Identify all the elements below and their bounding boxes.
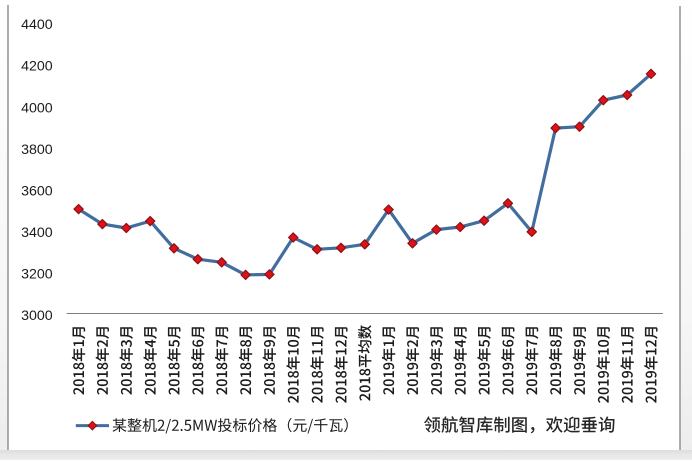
svg-text:3800: 3800 (21, 142, 53, 158)
svg-text:4200: 4200 (21, 59, 53, 75)
svg-text:3000: 3000 (21, 308, 53, 324)
svg-text:3200: 3200 (21, 266, 53, 282)
svg-text:4000: 4000 (21, 100, 53, 116)
svg-text:3400: 3400 (21, 225, 53, 241)
svg-text:4400: 4400 (21, 17, 53, 33)
svg-text:3600: 3600 (21, 183, 53, 199)
